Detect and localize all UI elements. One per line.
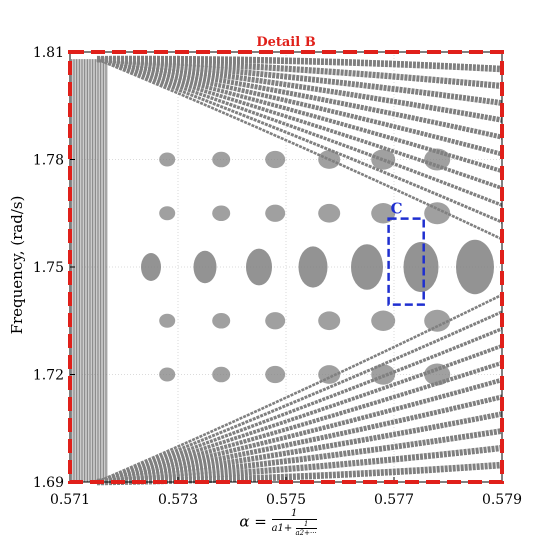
x-tick-label: 0.579 bbox=[482, 492, 522, 508]
band-lens bbox=[371, 310, 396, 331]
inner-fraction: 1 a2+··· bbox=[295, 520, 317, 537]
x-axis-equals: = bbox=[254, 512, 267, 531]
x-tick-labels: 0.571 0.573 0.575 0.577 0.579 bbox=[50, 492, 522, 508]
band-lens bbox=[318, 150, 341, 169]
annotations: Detail B C bbox=[68, 35, 504, 484]
band-lens bbox=[298, 246, 328, 288]
y-tick-labels: 1.69 1.72 1.75 1.78 1.81 bbox=[33, 45, 64, 491]
fraction-a1: a1 bbox=[271, 523, 284, 534]
band-lens bbox=[159, 152, 176, 167]
x-tick-label: 0.573 bbox=[158, 492, 198, 508]
band-line bbox=[96, 56, 503, 140]
band-line bbox=[96, 57, 503, 190]
band-lens bbox=[212, 205, 231, 222]
band-line bbox=[96, 57, 503, 207]
band-line bbox=[96, 411, 503, 485]
inner-numerator: 1 bbox=[295, 520, 317, 529]
y-axis-label: Frequency, (rad/s) bbox=[8, 196, 26, 335]
y-tick-label: 1.72 bbox=[33, 368, 64, 384]
band-lens bbox=[159, 313, 176, 328]
y-tick-label: 1.69 bbox=[33, 475, 64, 491]
fraction-plus: + bbox=[283, 523, 293, 534]
band-line bbox=[96, 56, 503, 123]
band-lens bbox=[351, 244, 383, 290]
detail-c-box bbox=[387, 217, 425, 306]
spectrum-bands bbox=[69, 55, 503, 486]
fraction-numerator: 1 bbox=[271, 508, 317, 520]
band-lens bbox=[403, 242, 439, 292]
detail-c-label: C bbox=[391, 200, 403, 218]
band-lens bbox=[212, 151, 231, 168]
band-line bbox=[96, 310, 503, 484]
band-lens bbox=[246, 248, 272, 286]
band-lens bbox=[265, 312, 286, 330]
band-line bbox=[96, 344, 503, 484]
y-tick-label: 1.81 bbox=[33, 45, 64, 61]
band-line bbox=[96, 57, 503, 174]
x-axis-symbol: α bbox=[239, 512, 250, 531]
band-lens bbox=[424, 363, 451, 386]
band-line bbox=[96, 394, 503, 485]
band-lens bbox=[265, 150, 286, 169]
band-lens bbox=[424, 148, 451, 171]
band-line bbox=[96, 327, 503, 484]
band-lens bbox=[318, 311, 341, 331]
band-lens bbox=[456, 239, 494, 295]
detail-b-label: Detail B bbox=[256, 35, 315, 50]
detail-b-box bbox=[68, 50, 504, 484]
x-tick-label: 0.577 bbox=[374, 492, 414, 508]
band-lens bbox=[212, 312, 231, 329]
x-tick-label: 0.571 bbox=[50, 492, 90, 508]
band-lens bbox=[371, 149, 396, 170]
x-tick-label: 0.575 bbox=[266, 492, 306, 508]
band-lens bbox=[318, 365, 341, 384]
y-tick-label: 1.78 bbox=[33, 153, 64, 169]
band-lens bbox=[193, 250, 217, 284]
x-axis-label: α = 1 a1+ 1 a2+··· bbox=[0, 508, 556, 537]
y-tick-label: 1.75 bbox=[33, 260, 64, 276]
band-lens bbox=[141, 253, 161, 281]
band-lens bbox=[265, 204, 286, 222]
band-lens bbox=[159, 367, 176, 382]
band-lens bbox=[318, 203, 341, 223]
band-line bbox=[96, 377, 503, 485]
band-lens bbox=[159, 206, 176, 221]
band-lens bbox=[265, 365, 286, 384]
band-lens bbox=[371, 364, 396, 385]
x-axis-fraction: 1 a1+ 1 a2+··· bbox=[271, 508, 317, 537]
band-lens bbox=[424, 309, 451, 332]
band-lens bbox=[212, 366, 231, 383]
fraction-denominator: a1+ 1 a2+··· bbox=[272, 520, 317, 537]
inner-denominator: a2+··· bbox=[295, 529, 317, 537]
band-line bbox=[96, 57, 503, 224]
band-lens bbox=[424, 202, 451, 225]
